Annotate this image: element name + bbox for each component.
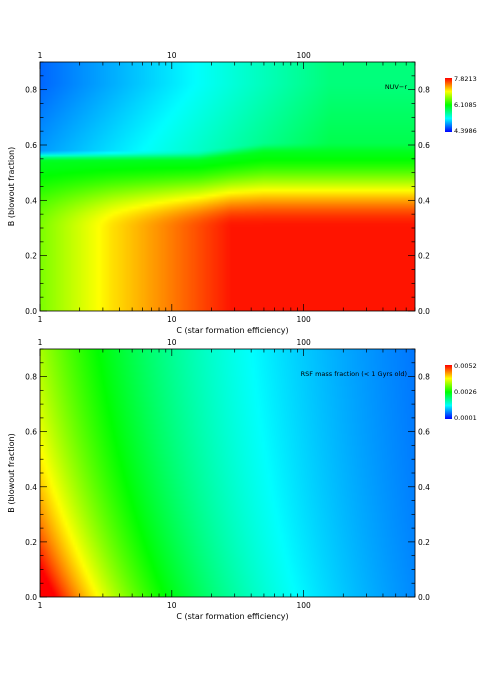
y-tick-label: 0.0	[25, 307, 37, 316]
colorbar-label: 0.0001	[454, 414, 477, 422]
y-axis-label: B (blowout fraction)	[7, 433, 16, 512]
y-tick-label-right: 0.6	[418, 141, 430, 150]
x-axis-label: C (star formation efficiency)	[176, 612, 288, 621]
y-tick-label-right: 0.0	[418, 307, 430, 316]
x-tick-label: 1	[38, 315, 43, 324]
x-tick-label-top: 1	[38, 51, 43, 60]
x-tick-label: 1	[38, 601, 43, 610]
y-axis-label: B (blowout fraction)	[7, 147, 16, 226]
y-tick-label-right: 0.4	[418, 196, 430, 205]
x-tick-label-top: 1	[38, 338, 43, 347]
y-tick-label: 0.6	[25, 428, 37, 437]
y-tick-label: 0.8	[25, 86, 37, 95]
colorbar-label: 0.0052	[454, 362, 477, 370]
x-tick-label: 10	[167, 315, 177, 324]
panel-annotation: NUV−r	[385, 83, 408, 91]
x-tick-label: 100	[296, 601, 311, 610]
x-tick-label-top: 100	[296, 51, 311, 60]
x-tick-label: 100	[296, 315, 311, 324]
y-tick-label-right: 0.2	[418, 538, 430, 547]
colorbar	[445, 365, 452, 419]
heatmap-image	[40, 349, 415, 597]
panel-annotation: RSF mass fraction (< 1 Gyrs old)	[301, 370, 407, 378]
y-tick-label-right: 0.2	[418, 252, 430, 261]
y-tick-label: 0.2	[25, 538, 37, 547]
colorbar-label: 0.0026	[454, 388, 477, 396]
panel-2: 1 1 10 10 100 100 0.0 0.0 0.2 0.2 0.4 0.4 0.6 0.6 0.8 0…	[7, 338, 477, 621]
colorbar-label: 6.1085	[454, 101, 477, 109]
y-tick-label: 0.4	[25, 483, 37, 492]
x-tick-label-top: 10	[167, 338, 177, 347]
y-tick-label-right: 0.0	[418, 593, 430, 602]
x-tick-label-top: 10	[167, 51, 177, 60]
y-tick-label: 0.4	[25, 196, 37, 205]
y-tick-label: 0.2	[25, 252, 37, 261]
colorbar-label: 7.8213	[454, 75, 477, 83]
y-tick-label: 0.6	[25, 141, 37, 150]
y-tick-label: 0.8	[25, 373, 37, 382]
panel-1: 1 1 10 10 100 100 0.0 0.0 0.2 0.2 0.4 0.4 0.6 0.6 0.8 0…	[7, 51, 477, 335]
heatmap-image	[40, 62, 415, 311]
y-tick-label-right: 0.6	[418, 428, 430, 437]
y-tick-label-right: 0.8	[418, 373, 430, 382]
colorbar	[445, 78, 452, 132]
y-tick-label: 0.0	[25, 593, 37, 602]
y-tick-label-right: 0.8	[418, 86, 430, 95]
colorbar-label: 4.3986	[454, 127, 477, 135]
y-tick-label-right: 0.4	[418, 483, 430, 492]
x-axis-label: C (star formation efficiency)	[176, 326, 288, 335]
x-tick-label-top: 100	[296, 338, 311, 347]
x-tick-label: 10	[167, 601, 177, 610]
